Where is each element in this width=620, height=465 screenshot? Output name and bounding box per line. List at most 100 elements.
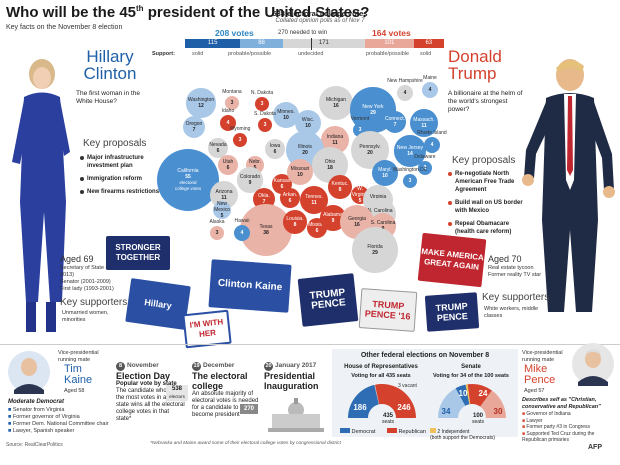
- electors-badge: 538 electors: [166, 385, 188, 401]
- state-name: Kentuc.: [331, 180, 349, 187]
- pence-facts: ■ Governor of Indiana ■ Lawyer ■ Former …: [522, 411, 618, 444]
- electoral-bar-segment: 63: [413, 39, 444, 48]
- state-votes: 3: [263, 121, 267, 128]
- state-bubble: Washington 12: [186, 88, 216, 118]
- state-votes: 3: [260, 100, 264, 107]
- campaign-sign: Hillary: [125, 278, 191, 330]
- fact-item: ■ Former party #3 in Congress: [522, 424, 591, 430]
- pence-age: Aged 57: [524, 388, 545, 394]
- state-name: Mississ.: [308, 221, 326, 228]
- state-votes: 14: [407, 150, 413, 157]
- state-votes: 4: [240, 229, 244, 236]
- state-bubble: Utah 6: [217, 154, 239, 176]
- state-bubble: New Mexico 5: [212, 200, 232, 220]
- state-name: Washington DC: [392, 166, 428, 173]
- state-name: Florida: [367, 243, 383, 250]
- level-label: probable/possible: [366, 51, 410, 57]
- state-name: Idaho: [221, 107, 235, 114]
- state-votes: 5: [220, 212, 224, 219]
- trump-proposals: Re-negotiate North American Free Trade A…: [448, 170, 528, 241]
- state-bubble: New Hampshire 4: [387, 78, 423, 102]
- state-name: Iowa: [269, 142, 281, 149]
- state-name: Kansas: [273, 177, 291, 184]
- state-bubble: S. Dakota 3: [254, 111, 276, 133]
- electoral-bar-segment: 171: [282, 39, 366, 48]
- state-votes: 4: [403, 89, 407, 96]
- state-name: Connect.: [384, 115, 405, 122]
- house-vacant-arc: [374, 384, 380, 405]
- state-bubble: Maryl. 10: [371, 159, 399, 187]
- state-votes: 3: [238, 136, 242, 143]
- house-rep-arc: [375, 384, 416, 418]
- state-bubble: Missouri 10: [286, 158, 314, 186]
- campaign-sign: I'M WITH HER: [182, 309, 232, 349]
- state-votes: 11: [221, 194, 227, 201]
- state-votes: 3: [230, 99, 234, 106]
- state-name: Georgia: [348, 215, 366, 222]
- electoral-bar: 115 88 171 101 63: [185, 39, 444, 48]
- state-name: Hawaii: [234, 217, 250, 224]
- state-name: Maryl.: [378, 166, 392, 173]
- trump-name: Donald Trump: [448, 47, 502, 83]
- federal-title: Other federal elections on November 8: [360, 352, 490, 359]
- state-votes: 55: [185, 173, 191, 180]
- majority-badge: 270: [240, 404, 258, 414]
- state-name: Indiana: [326, 133, 344, 140]
- state-name: Louisia.: [286, 215, 304, 222]
- state-bubble: Florida 29: [352, 227, 398, 273]
- state-votes: 29: [370, 109, 376, 116]
- state-name: Nevada: [209, 141, 227, 148]
- state-bubble: Louisia. 8: [283, 210, 307, 234]
- state-name: Missouri: [290, 165, 310, 172]
- state-votes: 6: [315, 227, 319, 234]
- state-bubble: Rhode Island 4: [417, 130, 447, 154]
- clinton-age: Aged 69: [60, 254, 94, 264]
- republican-votes: 164 votes: [372, 28, 411, 38]
- state-bubble: Nevada 6: [207, 137, 229, 159]
- trump-proposals-title: Key proposals: [452, 155, 516, 166]
- proposal-item: Immigration reform: [80, 175, 160, 183]
- state-name: New Jersey: [396, 144, 424, 151]
- clinton-bio: Secretary of State (2009-2013) Senator (2…: [60, 265, 122, 292]
- footnote: *Nebraska and Maine award some of their …: [150, 441, 341, 446]
- kaine-photo: [8, 351, 50, 394]
- kaine-age: Aged 58: [64, 388, 85, 394]
- senate-rep-hold-arc: [480, 390, 506, 418]
- state-name: Ohio: [324, 158, 336, 165]
- house-rep-value: 246: [397, 403, 411, 412]
- state-votes: 3: [215, 229, 219, 236]
- state-name: Rhode Island: [417, 129, 447, 136]
- state-name: Wisc.: [301, 116, 315, 123]
- house-title: House of Representatives: [344, 364, 418, 370]
- state-votes: 38: [263, 229, 269, 236]
- state-name: New York: [362, 103, 384, 110]
- campaign-sign: MAKE AMERICA GREAT AGAIN: [417, 232, 487, 288]
- state-name: Tennes.: [305, 193, 323, 200]
- state-votes: 8: [293, 221, 297, 228]
- level-label: probable/possible: [228, 51, 272, 57]
- state-bubble: California 55 electoral college votes: [156, 148, 220, 212]
- state-votes: 3: [408, 177, 412, 184]
- state-votes: 6: [280, 183, 284, 190]
- state-bubble: Montana 3: [222, 89, 242, 111]
- state-bubble: Alaska 3: [209, 219, 224, 241]
- proposal-item: New firearms restrictions: [80, 188, 160, 196]
- state-votes: 7: [192, 126, 196, 133]
- clinton-name: Hillary Clinton: [83, 47, 137, 83]
- trump-supporters: White workers, middle classes: [484, 306, 539, 319]
- state-bubble: Maine 4: [421, 75, 439, 99]
- proposal-item: Repeal Obamacare (health care reform): [448, 220, 528, 236]
- seat-charts: 186 246 34 10 24 30: [348, 384, 506, 418]
- fact-item: ■ Former Dem. National Committee chair: [8, 421, 109, 427]
- state-name: N. Carolina: [367, 207, 393, 214]
- state-votes: 10: [297, 171, 303, 178]
- source: Source: RealClearPolitics: [6, 442, 63, 448]
- house-total: 435 seats: [382, 413, 394, 425]
- state-note: electoral college votes: [174, 179, 202, 191]
- pence-photo: [572, 343, 614, 386]
- senate-rep-contest-value: 24: [479, 389, 488, 398]
- electoral-bar-segment: 88: [240, 39, 283, 48]
- fact-item: ■ Governor of Indiana: [522, 411, 571, 417]
- capitol-icon: [268, 398, 324, 432]
- pence-name: Mike Pence: [524, 363, 556, 386]
